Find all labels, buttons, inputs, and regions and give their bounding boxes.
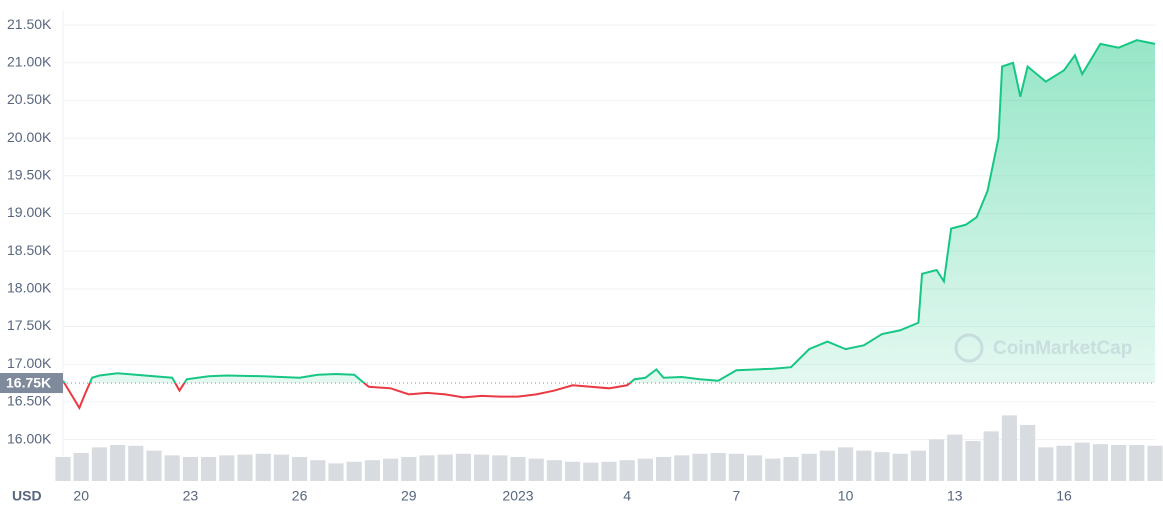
volume-bar — [492, 455, 508, 481]
volume-bar — [401, 456, 417, 481]
volume-bar — [455, 453, 471, 481]
volume-bar — [783, 456, 799, 481]
volume-bar — [583, 462, 599, 481]
volume-bar — [255, 453, 271, 481]
volume-bar — [55, 456, 71, 481]
volume-bar — [728, 453, 744, 481]
y-tick-label: 21.00K — [7, 53, 52, 69]
volume-bar — [892, 453, 908, 481]
y-tick-label: 17.00K — [7, 355, 52, 371]
y-tick-label: 20.50K — [7, 91, 52, 107]
y-tick-label: 17.50K — [7, 317, 52, 333]
y-tick-label: 20.00K — [7, 129, 52, 145]
volume-bar — [692, 453, 708, 481]
volume-bar — [1001, 415, 1017, 481]
volume-bar — [856, 450, 872, 481]
x-tick-label: 10 — [838, 488, 854, 504]
x-tick-label: 4 — [623, 488, 631, 504]
volume-bar — [929, 439, 945, 481]
volume-bar — [73, 452, 89, 481]
baseline-box — [0, 373, 63, 394]
volume-bar — [383, 458, 399, 481]
volume-bar — [328, 463, 344, 481]
volume-bar — [1129, 444, 1145, 481]
volume-bar — [1038, 447, 1054, 481]
volume-bar — [164, 455, 180, 481]
y-tick-label: 16.00K — [7, 430, 52, 446]
volume-bar — [128, 445, 144, 481]
volume-bar — [310, 460, 326, 481]
volume-bar — [910, 450, 926, 481]
volume-bar — [1056, 445, 1072, 481]
grid — [62, 10, 1155, 481]
y-tick-label: 18.00K — [7, 280, 52, 296]
volume-bar — [838, 447, 854, 481]
x-tick-label: 23 — [183, 488, 199, 504]
currency-label: USD — [12, 488, 42, 504]
labels: 16.00K 16.50K 17.00K 17.50K 18.00K 18.50K 19.0… — [0, 16, 1072, 504]
volume-bar — [1147, 445, 1163, 481]
x-tick-label: 29 — [401, 488, 417, 504]
x-tick-label: 26 — [292, 488, 308, 504]
volume-bar — [1111, 444, 1127, 481]
volume-bar — [437, 454, 453, 481]
price-area — [63, 40, 1155, 384]
volume-bar — [747, 455, 763, 481]
watermark-logo — [954, 333, 984, 363]
volume-bar — [947, 434, 963, 481]
y-tick-label: 19.50K — [7, 166, 52, 182]
volume-bar — [419, 455, 435, 481]
y-tick-label: 18.50K — [7, 242, 52, 258]
volume-bar — [237, 454, 253, 481]
volume — [55, 415, 1163, 481]
volume-bar — [528, 458, 544, 481]
volume-bar — [292, 456, 308, 481]
watermark: CoinMarketCap — [954, 333, 1132, 363]
volume-bar — [364, 460, 380, 481]
watermark-text: CoinMarketCap — [993, 338, 1132, 359]
volume-bar — [801, 453, 817, 481]
volume-bar — [474, 454, 490, 481]
y-tick-label: 21.50K — [7, 16, 52, 32]
volume-bar — [91, 447, 107, 481]
volume-bar — [619, 460, 635, 481]
volume-bar — [819, 450, 835, 481]
x-tick-label: 2023 — [502, 488, 533, 504]
x-tick-label: 7 — [733, 488, 741, 504]
volume-bar — [656, 456, 672, 481]
volume-bar — [146, 450, 162, 481]
volume-bar — [637, 458, 653, 481]
volume-bar — [546, 460, 562, 481]
x-tick-label: 16 — [1056, 488, 1072, 504]
volume-bar — [965, 440, 981, 481]
volume-bar — [273, 454, 289, 481]
volume-bar — [874, 452, 890, 481]
volume-bar — [565, 461, 581, 481]
volume-bar — [1092, 444, 1108, 481]
volume-bar — [346, 461, 362, 481]
volume-bar — [601, 461, 617, 481]
volume-bar — [983, 431, 999, 481]
volume-bar — [510, 456, 526, 481]
x-tick-label: 20 — [73, 488, 89, 504]
volume-bar — [201, 456, 217, 481]
volume-bar — [219, 455, 235, 481]
volume-bar — [1020, 424, 1036, 481]
y-tick-label: 19.00K — [7, 204, 52, 220]
volume-bar — [674, 455, 690, 481]
price — [62, 39, 1156, 411]
x-tick-label: 13 — [947, 488, 963, 504]
volume-bar — [182, 456, 198, 481]
volume-bar — [110, 444, 126, 481]
price-line-up — [62, 39, 1156, 384]
volume-bar — [710, 452, 726, 481]
volume-bar — [1074, 442, 1090, 481]
baseline-label: 16.75K — [6, 375, 51, 391]
volume-bar — [765, 458, 781, 481]
y-tick-label: 16.50K — [7, 393, 52, 409]
